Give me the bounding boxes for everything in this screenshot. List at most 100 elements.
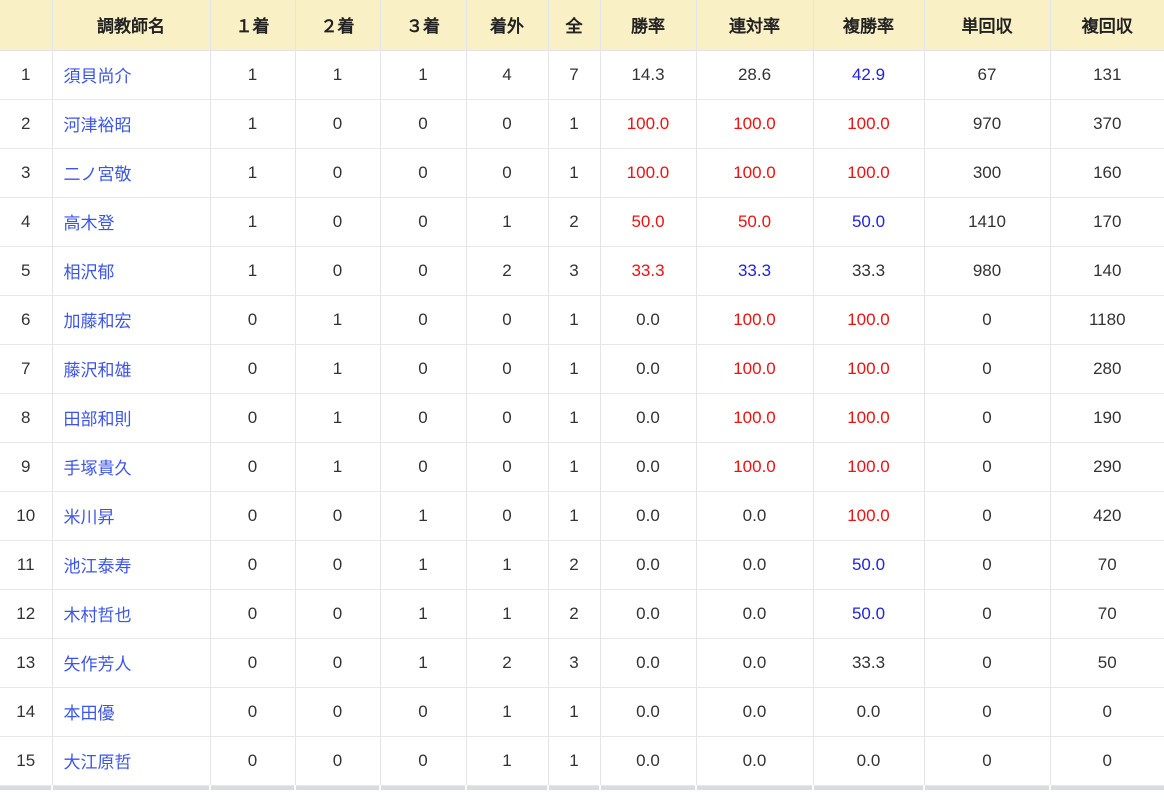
trainer-link[interactable]: 木村哲也 xyxy=(63,606,132,625)
col-header-1st: １着 xyxy=(209,0,295,51)
cell-show-return: 280 xyxy=(1049,343,1164,393)
edge-cell xyxy=(923,784,1050,790)
trainer-link[interactable]: 米川昇 xyxy=(63,508,115,527)
cell-win-rate: 0.0 xyxy=(599,490,696,540)
cell-1st: 1 xyxy=(209,50,295,99)
trainer-link[interactable]: 河津裕昭 xyxy=(63,116,132,135)
cell-show-rate: 33.3 xyxy=(812,637,924,687)
trainer-link[interactable]: 池江泰寿 xyxy=(63,557,132,576)
table-row: 5 相沢郁 1 0 0 2 3 33.3 33.3 33.3 980 140 xyxy=(0,245,1164,295)
cell-total: 2 xyxy=(547,539,600,589)
cell-2nd: 1 xyxy=(294,441,380,491)
edge-cell xyxy=(695,784,813,790)
table-row: 4 高木登 1 0 0 1 2 50.0 50.0 50.0 1410 170 xyxy=(0,196,1164,246)
cell-3rd: 1 xyxy=(379,490,466,540)
trainer-name-cell: 木村哲也 xyxy=(51,588,210,638)
cell-show-rate: 0.0 xyxy=(812,686,924,736)
cell-quinella-rate: 28.6 xyxy=(695,50,813,99)
cell-win-rate: 50.0 xyxy=(599,196,696,246)
trainer-name-cell: 河津裕昭 xyxy=(51,98,210,148)
trainer-link[interactable]: 手塚貴久 xyxy=(63,459,132,478)
row-rank: 9 xyxy=(0,441,52,491)
trainer-link[interactable]: 二ノ宮敬 xyxy=(63,165,132,184)
trainer-link[interactable]: 田部和則 xyxy=(63,410,132,429)
cell-show-rate: 100.0 xyxy=(812,294,924,344)
trainer-link[interactable]: 大江原哲 xyxy=(63,753,132,772)
next-row-top-edge xyxy=(0,784,1164,790)
row-rank: 10 xyxy=(0,490,52,540)
edge-cell xyxy=(51,784,210,790)
col-header-quinella-rate: 連対率 xyxy=(695,0,813,51)
cell-out: 4 xyxy=(465,50,548,99)
cell-1st: 0 xyxy=(209,441,295,491)
cell-win-return: 0 xyxy=(923,343,1050,393)
cell-show-rate: 42.9 xyxy=(812,50,924,99)
cell-1st: 0 xyxy=(209,392,295,442)
cell-win-return: 970 xyxy=(923,98,1050,148)
trainer-link[interactable]: 本田優 xyxy=(63,704,115,723)
cell-quinella-rate: 0.0 xyxy=(695,490,813,540)
col-header-win-return: 単回収 xyxy=(923,0,1050,51)
cell-show-rate: 50.0 xyxy=(812,196,924,246)
cell-win-rate: 0.0 xyxy=(599,441,696,491)
trainer-link[interactable]: 須貝尚介 xyxy=(63,67,132,86)
trainer-link[interactable]: 矢作芳人 xyxy=(63,655,132,674)
trainer-link[interactable]: 高木登 xyxy=(63,214,115,233)
cell-win-rate: 0.0 xyxy=(599,294,696,344)
cell-1st: 0 xyxy=(209,294,295,344)
cell-show-return: 170 xyxy=(1049,196,1164,246)
cell-win-rate: 0.0 xyxy=(599,392,696,442)
cell-win-rate: 33.3 xyxy=(599,245,696,295)
cell-show-return: 140 xyxy=(1049,245,1164,295)
trainer-link[interactable]: 相沢郁 xyxy=(63,263,115,282)
cell-3rd: 1 xyxy=(379,539,466,589)
cell-win-rate: 14.3 xyxy=(599,50,696,99)
cell-3rd: 0 xyxy=(379,686,466,736)
cell-2nd: 1 xyxy=(294,343,380,393)
col-header-total: 全 xyxy=(547,0,600,51)
trainer-name-cell: 田部和則 xyxy=(51,392,210,442)
table-row: 13 矢作芳人 0 0 1 2 3 0.0 0.0 33.3 0 50 xyxy=(0,637,1164,687)
cell-total: 1 xyxy=(547,147,600,197)
edge-cell xyxy=(465,784,548,790)
cell-out: 1 xyxy=(465,735,548,785)
trainer-name-cell: 手塚貴久 xyxy=(51,441,210,491)
trainer-link[interactable]: 藤沢和雄 xyxy=(63,361,132,380)
cell-win-rate: 0.0 xyxy=(599,735,696,785)
cell-total: 1 xyxy=(547,686,600,736)
cell-win-rate: 0.0 xyxy=(599,343,696,393)
cell-show-rate: 100.0 xyxy=(812,343,924,393)
cell-2nd: 0 xyxy=(294,490,380,540)
table-row: 3 二ノ宮敬 1 0 0 0 1 100.0 100.0 100.0 300 160 xyxy=(0,147,1164,197)
cell-show-return: 70 xyxy=(1049,588,1164,638)
cell-win-rate: 0.0 xyxy=(599,539,696,589)
cell-2nd: 0 xyxy=(294,588,380,638)
cell-quinella-rate: 0.0 xyxy=(695,686,813,736)
cell-1st: 0 xyxy=(209,490,295,540)
cell-out: 0 xyxy=(465,98,548,148)
cell-show-return: 290 xyxy=(1049,441,1164,491)
cell-3rd: 0 xyxy=(379,98,466,148)
table-row: 15 大江原哲 0 0 0 1 1 0.0 0.0 0.0 0 0 xyxy=(0,735,1164,785)
cell-show-return: 50 xyxy=(1049,637,1164,687)
trainer-name-cell: 藤沢和雄 xyxy=(51,343,210,393)
cell-1st: 0 xyxy=(209,637,295,687)
row-rank: 1 xyxy=(21,64,31,84)
cell-1st: 0 xyxy=(209,343,295,393)
cell-1st: 1 xyxy=(209,147,295,197)
table-row: 7 藤沢和雄 0 1 0 0 1 0.0 100.0 100.0 0 280 xyxy=(0,343,1164,393)
cell-win-return: 300 xyxy=(923,147,1050,197)
row-rank: 15 xyxy=(0,735,52,785)
row-rank: 3 xyxy=(0,147,52,197)
cell-1st: 0 xyxy=(209,735,295,785)
col-header-trainer-name: 調教師名 xyxy=(51,0,210,51)
cell-total: 1 xyxy=(547,735,600,785)
trainer-link[interactable]: 加藤和宏 xyxy=(63,312,132,331)
cell-show-rate: 50.0 xyxy=(812,588,924,638)
cell-out: 0 xyxy=(465,343,548,393)
row-rank: 6 xyxy=(0,294,52,344)
col-header-show-return: 複回収 xyxy=(1049,0,1164,51)
cell-1st: 0 xyxy=(209,588,295,638)
cell-show-return: 0 xyxy=(1049,735,1164,785)
